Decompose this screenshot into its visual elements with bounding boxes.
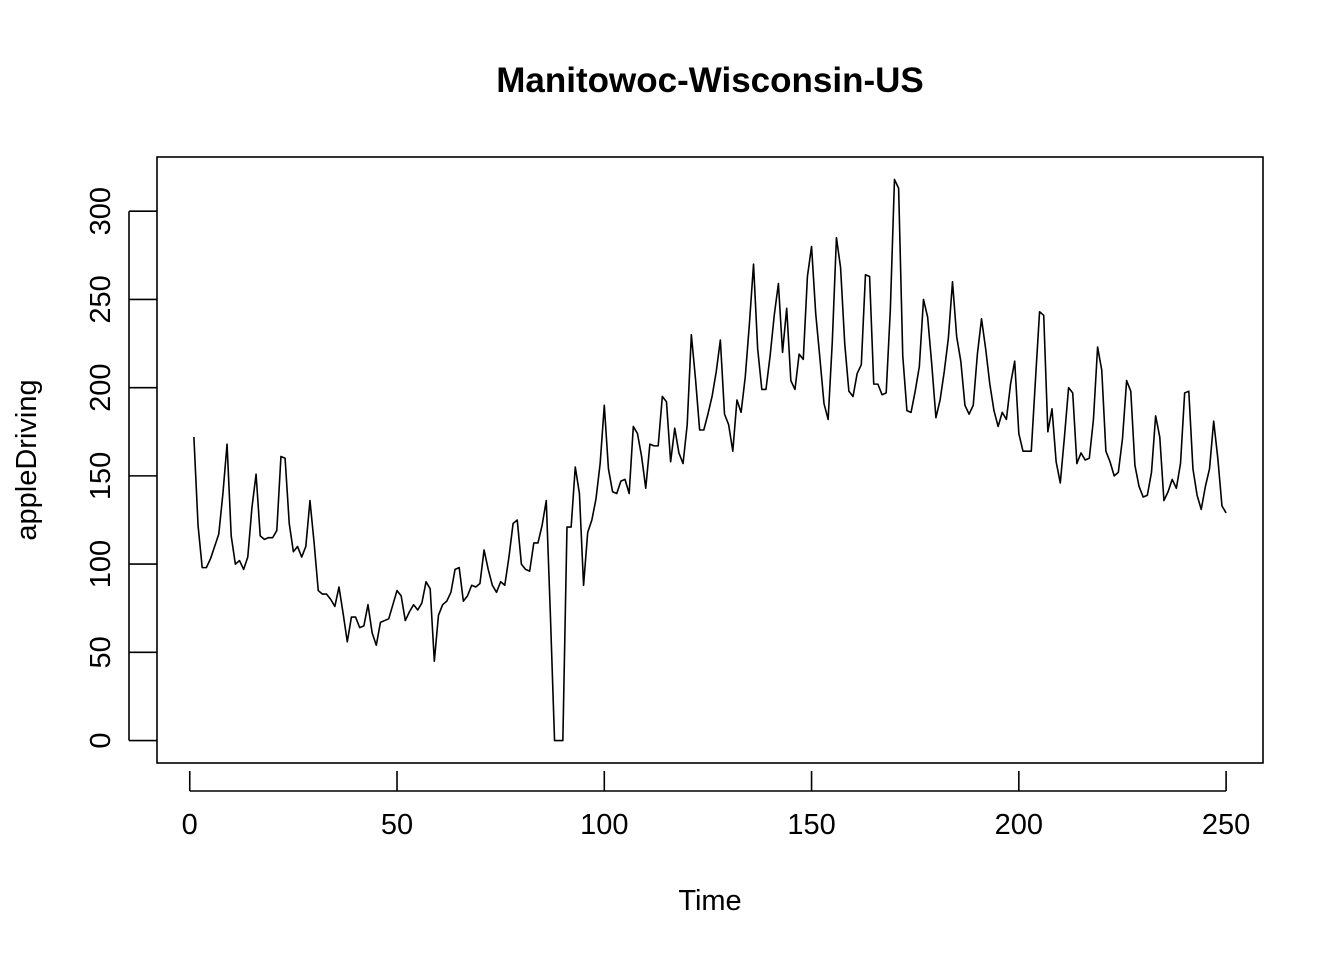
x-tick-label: 150 [787, 809, 835, 841]
y-tick-label: 200 [85, 363, 117, 411]
series-line [193, 178, 1227, 742]
x-axis-label: Time [678, 885, 741, 917]
y-tick-label: 300 [85, 187, 117, 235]
x-tick-label: 50 [381, 809, 413, 841]
x-tick-label: 250 [1202, 809, 1250, 841]
y-tick-label: 50 [85, 636, 117, 668]
plot-frame [156, 156, 1264, 764]
y-tick-label: 100 [85, 540, 117, 588]
x-tick-label: 0 [182, 809, 198, 841]
y-tick-label: 150 [85, 452, 117, 500]
chart-title: Manitowoc-Wisconsin-US [496, 61, 923, 100]
x-axis: 0 50 100 150 200 250 [182, 771, 1250, 841]
x-tick-label: 100 [580, 809, 628, 841]
y-tick-label: 250 [85, 275, 117, 323]
y-axis-label: appleDriving [11, 379, 43, 540]
x-tick-label: 200 [995, 809, 1043, 841]
y-tick-label: 0 [85, 732, 117, 748]
y-axis: 0 50 100 150 200 250 300 [85, 187, 157, 749]
